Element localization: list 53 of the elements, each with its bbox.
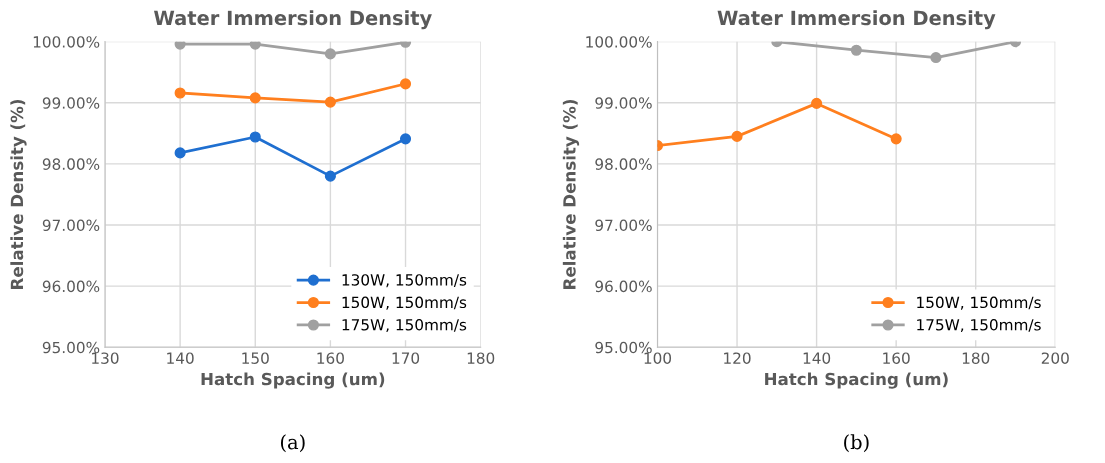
point xyxy=(174,41,186,50)
y-tick-label: 97.00% xyxy=(595,219,652,232)
x-tick-label: 180 xyxy=(962,352,990,364)
point xyxy=(399,78,412,90)
y-tick-label: 95.00% xyxy=(595,341,652,354)
point xyxy=(174,147,186,159)
x-axis-title: Hatch Spacing (um) xyxy=(201,372,385,389)
x-tick-label: 150 xyxy=(242,352,269,364)
y-tick-label: 100.00% xyxy=(33,36,100,48)
point xyxy=(811,97,823,109)
legend-label: 150W, 150mm/s xyxy=(917,296,1041,310)
x-tick-label: 100 xyxy=(644,352,672,364)
chart-title: Water Immersion Density xyxy=(717,10,996,30)
point xyxy=(249,131,261,143)
y-tick-label: 99.00% xyxy=(595,97,652,109)
x-tick-label: 140 xyxy=(803,352,831,364)
y-tick-label: 100.00% xyxy=(586,36,652,48)
text: (b) xyxy=(844,434,869,453)
x-tick-label: 140 xyxy=(167,352,194,364)
y-tick-label: 97.00% xyxy=(42,219,100,232)
x-tick-label: 130 xyxy=(92,352,119,364)
point xyxy=(930,52,942,64)
text: (a) xyxy=(280,434,305,453)
x-tick-label: 200 xyxy=(1041,352,1069,364)
point xyxy=(324,96,336,108)
x-tick-label: 120 xyxy=(724,352,751,364)
legend-label: 175W, 150mm/s xyxy=(342,318,467,333)
y-axis-title: Relative Density (%) xyxy=(562,99,580,289)
point xyxy=(324,170,336,182)
y-tick-label: 95.00% xyxy=(42,341,100,354)
legend-label: 175W, 150mm/s xyxy=(917,318,1041,333)
point xyxy=(399,133,412,145)
x-tick-label: 170 xyxy=(392,352,420,364)
point xyxy=(249,41,261,50)
x-axis-title: Hatch Spacing (um) xyxy=(765,372,948,389)
legend-label: 130W, 150mm/s xyxy=(342,274,467,288)
point xyxy=(731,130,743,142)
y-tick-label: 98.00% xyxy=(42,158,100,170)
x-tick-label: 160 xyxy=(883,352,910,364)
point xyxy=(850,44,862,56)
chart-title: Water Immersion Density xyxy=(153,10,432,30)
y-axis-title: Relative Density (%) xyxy=(10,99,27,289)
point xyxy=(324,48,336,60)
point xyxy=(174,87,186,99)
y-tick-label: 96.00% xyxy=(595,280,652,293)
point xyxy=(249,92,261,104)
y-tick-label: 96.00% xyxy=(42,280,100,293)
x-tick-label: 160 xyxy=(317,352,344,364)
legend-label: 150W, 150mm/s xyxy=(342,296,467,310)
y-tick-label: 98.00% xyxy=(595,158,652,170)
point xyxy=(890,133,902,145)
x-tick-label: 180 xyxy=(467,352,495,364)
y-tick-label: 99.00% xyxy=(42,97,100,109)
